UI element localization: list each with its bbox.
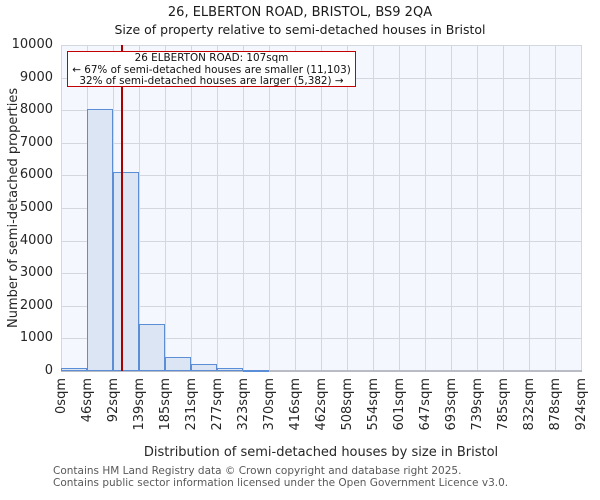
x-tick-label: 46sqm bbox=[79, 378, 95, 423]
x-tick-label: 92sqm bbox=[105, 378, 121, 423]
histogram-bar bbox=[61, 367, 87, 371]
y-tick-label: 2000 bbox=[19, 297, 53, 313]
x-tick-label: 508sqm bbox=[339, 378, 355, 431]
x-tick-label: 832sqm bbox=[521, 378, 537, 431]
x-tick-label: 0sqm bbox=[53, 378, 69, 414]
x-tick-label: 878sqm bbox=[547, 378, 563, 431]
histogram-bar bbox=[165, 356, 191, 371]
x-tick-label: 739sqm bbox=[469, 378, 485, 431]
gridline-y bbox=[61, 240, 581, 242]
subject-size-marker-line bbox=[121, 45, 123, 371]
x-tick-label: 647sqm bbox=[417, 378, 433, 431]
x-tick-label: 554sqm bbox=[365, 378, 381, 431]
y-tick-label: 4000 bbox=[19, 232, 53, 248]
gridline-y bbox=[61, 110, 581, 112]
x-tick-label: 416sqm bbox=[287, 378, 303, 431]
gridline-y bbox=[61, 305, 581, 307]
x-axis-title: Distribution of semi-detached houses by … bbox=[143, 445, 499, 460]
x-axis-line bbox=[61, 370, 582, 372]
x-tick-label: 323sqm bbox=[235, 378, 251, 431]
x-tick-label: 785sqm bbox=[495, 378, 511, 431]
y-tick-label: 7000 bbox=[19, 134, 53, 150]
plot-area: 26 ELBERTON ROAD: 107sqm ← 67% of semi-d… bbox=[61, 45, 582, 373]
chart-subtitle: Size of property relative to semi-detach… bbox=[114, 22, 486, 37]
annotation-line-2: ← 67% of semi-detached houses are smalle… bbox=[72, 63, 351, 76]
x-tick-label: 370sqm bbox=[261, 378, 277, 431]
histogram-bar bbox=[217, 368, 243, 371]
annotation-line-1: 26 ELBERTON ROAD: 107sqm bbox=[134, 52, 289, 64]
histogram-bar bbox=[139, 323, 165, 371]
chart-title: 26, ELBERTON ROAD, BRISTOL, BS9 2QA bbox=[167, 5, 433, 20]
x-tick-label: 277sqm bbox=[209, 378, 225, 431]
annotation-line-3: 32% of semi-detached houses are larger (… bbox=[79, 75, 344, 88]
y-tick-label: 10000 bbox=[11, 37, 53, 52]
y-tick-label: 3000 bbox=[19, 265, 53, 281]
x-tick-label: 462sqm bbox=[313, 378, 329, 431]
histogram-bar bbox=[243, 370, 269, 373]
gridline-y bbox=[61, 175, 581, 177]
footer-line-2: Contains public sector information licen… bbox=[53, 476, 509, 489]
x-tick-label: 139sqm bbox=[131, 378, 147, 431]
gridline-y bbox=[61, 45, 581, 46]
y-tick-label: 1000 bbox=[19, 330, 53, 346]
histogram-bar bbox=[87, 108, 113, 371]
attribution-footer: Contains HM Land Registry data © Crown c… bbox=[53, 465, 593, 489]
x-tick-label: 693sqm bbox=[443, 378, 459, 431]
x-tick-label: 601sqm bbox=[391, 378, 407, 431]
marker-annotation: 26 ELBERTON ROAD: 107sqm ← 67% of semi-d… bbox=[67, 51, 356, 87]
y-tick-label: 9000 bbox=[19, 69, 53, 85]
x-tick-label: 924sqm bbox=[573, 378, 589, 431]
gridline-y bbox=[61, 208, 581, 209]
y-tick-label: 0 bbox=[44, 363, 53, 378]
gridline-y bbox=[61, 142, 581, 144]
y-tick-label: 6000 bbox=[19, 167, 53, 183]
histogram-bar bbox=[191, 364, 217, 371]
gridline-y bbox=[61, 338, 581, 340]
gridline-y bbox=[61, 273, 581, 275]
footer-line-1: Contains HM Land Registry data © Crown c… bbox=[53, 465, 462, 477]
y-tick-label: 5000 bbox=[19, 200, 53, 215]
x-tick-label: 231sqm bbox=[183, 378, 199, 431]
gridline-x bbox=[581, 45, 582, 371]
y-tick-label: 8000 bbox=[19, 102, 53, 118]
x-tick-label: 185sqm bbox=[157, 378, 173, 431]
histogram-bar bbox=[113, 172, 139, 371]
